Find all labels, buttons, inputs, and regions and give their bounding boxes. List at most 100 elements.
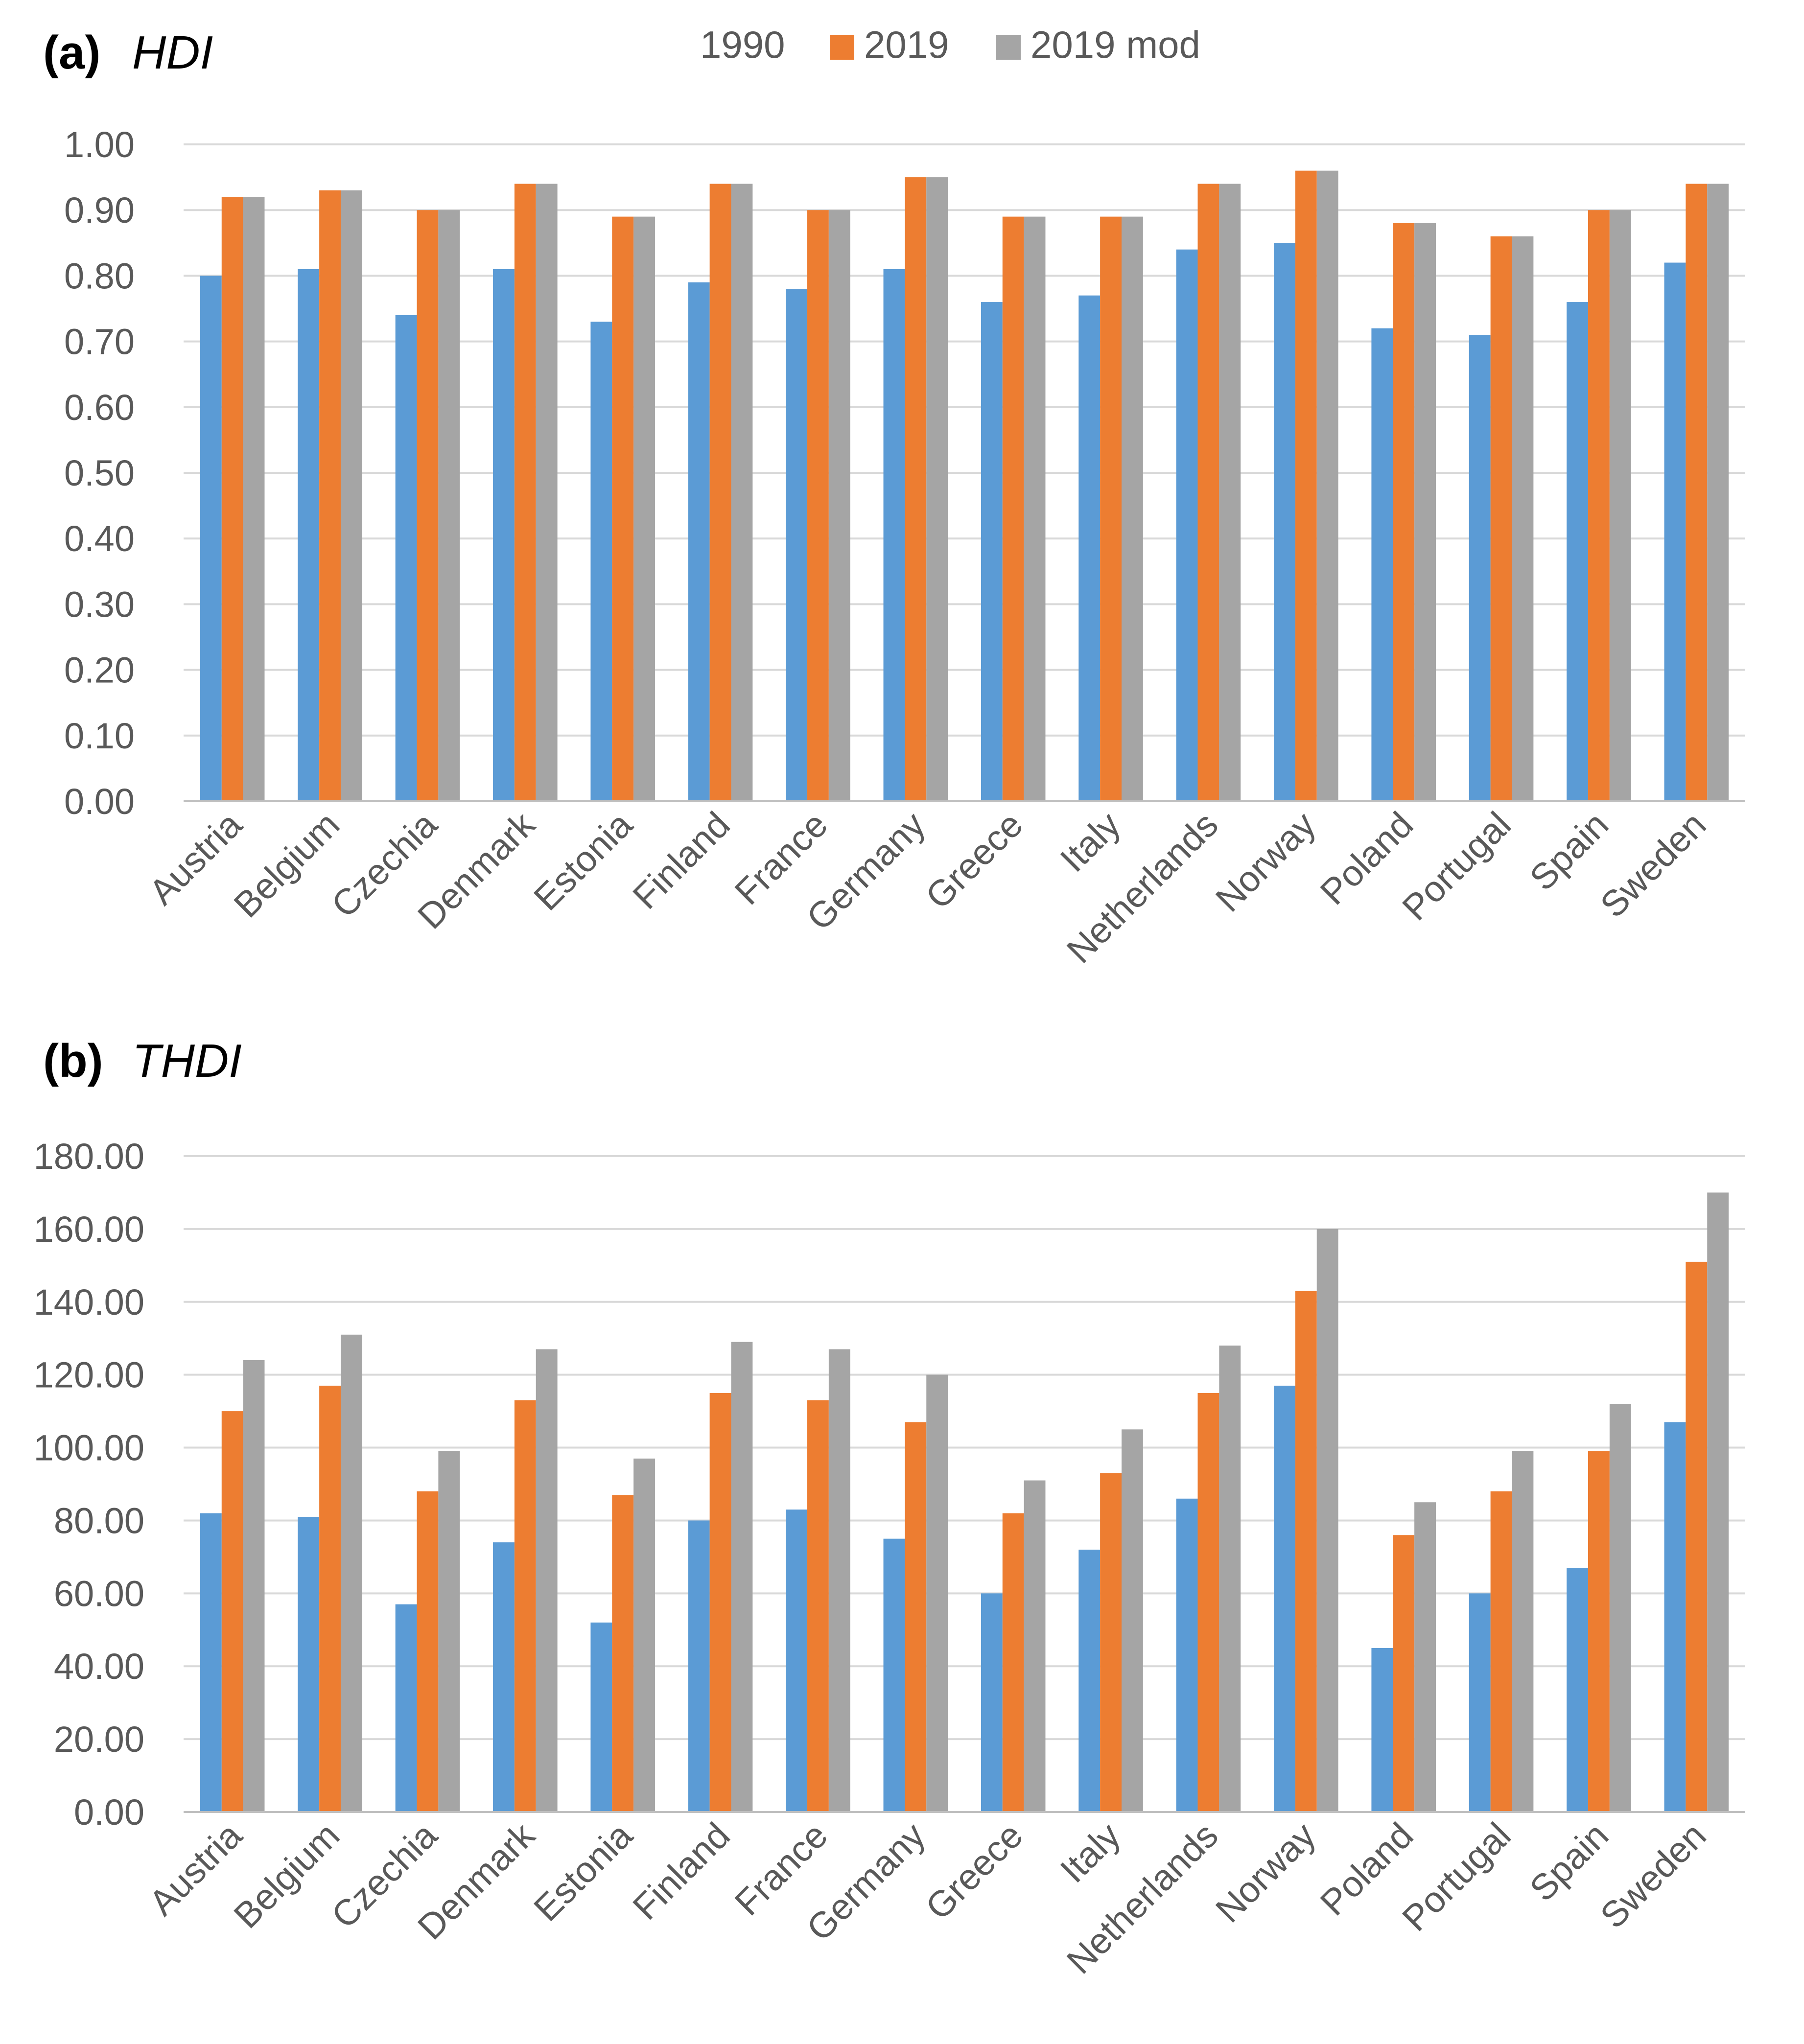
hdi-bar-2019-estonia	[612, 216, 634, 801]
thdi-bar-1990-netherlands	[1176, 1498, 1198, 1812]
hdi-bar-2019-mod-netherlands	[1219, 184, 1241, 801]
thdi-bar-1990-denmark	[493, 1542, 515, 1812]
thdi-bar-2019-mod-denmark	[536, 1349, 558, 1812]
thdi-bar-2019-belgium	[319, 1386, 341, 1812]
legend-swatch-2019-mod	[996, 35, 1021, 60]
thdi-bar-1990-france	[786, 1510, 808, 1812]
thdi-bar-2019-denmark	[514, 1400, 536, 1812]
thdi-bar-2019-mod-portugal	[1512, 1451, 1534, 1812]
thdi-bar-2019-netherlands	[1197, 1393, 1219, 1812]
thdi-bar-1990-finland	[688, 1520, 710, 1812]
thdi-bar-1990-poland	[1371, 1648, 1393, 1812]
hdi-bar-1990-norway	[1274, 243, 1295, 801]
hdi-bar-2019-mod-poland	[1414, 223, 1436, 801]
thdi-y-tick-label: 180.00	[34, 1136, 144, 1177]
hdi-bar-2019-france	[807, 210, 829, 802]
hdi-bar-2019-austria	[221, 197, 243, 801]
hdi-bar-2019-poland	[1393, 223, 1415, 801]
hdi-bar-2019-netherlands	[1197, 184, 1219, 801]
hdi-bar-2019-belgium	[319, 190, 341, 802]
legend-label-2019: 2019	[864, 23, 949, 66]
thdi-bar-2019-greece	[1002, 1513, 1024, 1812]
thdi-bar-1990-sweden	[1664, 1422, 1686, 1812]
thdi-bar-2019-france	[807, 1400, 829, 1812]
hdi-bar-2019-mod-sweden	[1707, 184, 1729, 801]
legend-swatch-2019	[830, 35, 854, 60]
thdi-bar-2019-italy	[1100, 1473, 1122, 1812]
hdi-bars	[200, 170, 1729, 802]
hdi-bar-2019-mod-italy	[1121, 216, 1143, 801]
thdi-bar-2019-mod-netherlands	[1219, 1346, 1241, 1812]
hdi-bar-1990-sweden	[1664, 262, 1686, 801]
thdi-bar-2019-mod-czechia	[438, 1451, 460, 1812]
hdi-y-tick-label: 1.00	[64, 124, 135, 165]
hdi-bar-2019-mod-finland	[731, 184, 753, 801]
thdi-bar-1990-austria	[200, 1513, 222, 1812]
hdi-bar-2019-mod-portugal	[1512, 236, 1534, 801]
thdi-bar-2019-finland	[709, 1393, 731, 1812]
hdi-y-tick-label: 0.30	[64, 584, 135, 625]
hdi-bar-1990-poland	[1371, 328, 1393, 801]
hdi-bar-2019-mod-greece	[1024, 216, 1046, 801]
hdi-bar-2019-finland	[709, 184, 731, 801]
hdi-y-tick-label: 0.10	[64, 716, 135, 756]
hdi-bar-2019-italy	[1100, 216, 1122, 801]
hdi-bar-2019-spain	[1588, 210, 1610, 802]
thdi-bar-1990-norway	[1274, 1386, 1295, 1812]
hdi-bar-1990-greece	[981, 302, 1003, 801]
thdi-bar-2019-czechia	[417, 1491, 439, 1812]
hdi-bar-2019-norway	[1295, 170, 1317, 802]
thdi-y-tick-label: 160.00	[34, 1209, 144, 1250]
hdi-bar-1990-denmark	[493, 269, 515, 801]
hdi-bar-1990-estonia	[590, 322, 612, 801]
thdi-y-tick-label: 80.00	[54, 1500, 144, 1541]
hdi-bar-2019-germany	[905, 177, 927, 802]
hdi-y-tick-label: 0.90	[64, 190, 135, 231]
thdi-bar-2019-mod-poland	[1414, 1502, 1436, 1812]
thdi-bar-2019-spain	[1588, 1451, 1610, 1812]
thdi-bar-2019-mod-italy	[1121, 1429, 1143, 1812]
hdi-bar-2019-mod-estonia	[633, 216, 655, 801]
hdi-y-tick-label: 0.80	[64, 256, 135, 296]
hdi-y-tick-label: 0.60	[64, 387, 135, 428]
thdi-bars	[200, 1192, 1729, 1812]
thdi-bar-1990-portugal	[1469, 1593, 1491, 1812]
thdi-bar-2019-norway	[1295, 1291, 1317, 1812]
thdi-y-tick-label: 40.00	[54, 1646, 144, 1687]
legend-label-1990: 1990	[700, 23, 785, 66]
thdi-bar-1990-belgium	[298, 1517, 320, 1812]
panel-b-letter: (b)	[43, 1035, 103, 1087]
thdi-bar-2019-mod-austria	[243, 1360, 265, 1812]
hdi-y-tick-label: 0.00	[64, 781, 135, 822]
hdi-bar-2019-mod-belgium	[340, 190, 362, 802]
hdi-bar-2019-mod-denmark	[536, 184, 558, 801]
hdi-bar-2019-portugal	[1490, 236, 1512, 801]
hdi-y-tick-label: 0.50	[64, 453, 135, 493]
thdi-bar-2019-mod-greece	[1024, 1480, 1046, 1812]
thdi-bar-2019-mod-estonia	[633, 1458, 655, 1812]
hdi-bar-1990-italy	[1078, 295, 1101, 802]
hdi-bar-1990-spain	[1567, 302, 1589, 801]
thdi-bar-2019-mod-norway	[1316, 1229, 1338, 1812]
hdi-bar-1990-germany	[883, 269, 905, 801]
panel-a-letter: (a)	[43, 26, 100, 79]
thdi-bar-2019-mod-finland	[731, 1342, 753, 1812]
thdi-bar-2019-portugal	[1490, 1491, 1512, 1812]
hdi-bar-2019-mod-austria	[243, 197, 265, 801]
hdi-bar-2019-mod-france	[828, 210, 850, 802]
hdi-y-tick-label: 0.20	[64, 650, 135, 691]
hdi-bar-1990-belgium	[298, 269, 320, 801]
thdi-y-tick-label: 20.00	[54, 1719, 144, 1760]
thdi-bar-1990-italy	[1078, 1550, 1101, 1812]
thdi-bar-2019-mod-sweden	[1707, 1192, 1729, 1812]
thdi-bar-2019-mod-france	[828, 1349, 850, 1812]
thdi-y-tick-label: 120.00	[34, 1355, 144, 1395]
hdi-bar-2019-mod-czechia	[438, 210, 460, 802]
hdi-bar-2019-czechia	[417, 210, 439, 802]
thdi-bar-2019-poland	[1393, 1535, 1415, 1812]
legend-label-2019-mod: 2019 mod	[1031, 23, 1200, 66]
hdi-bar-1990-portugal	[1469, 335, 1491, 801]
thdi-bar-2019-mod-belgium	[340, 1334, 362, 1812]
hdi-y-tick-label: 0.70	[64, 322, 135, 362]
panel-b-title: THDI	[132, 1035, 242, 1087]
